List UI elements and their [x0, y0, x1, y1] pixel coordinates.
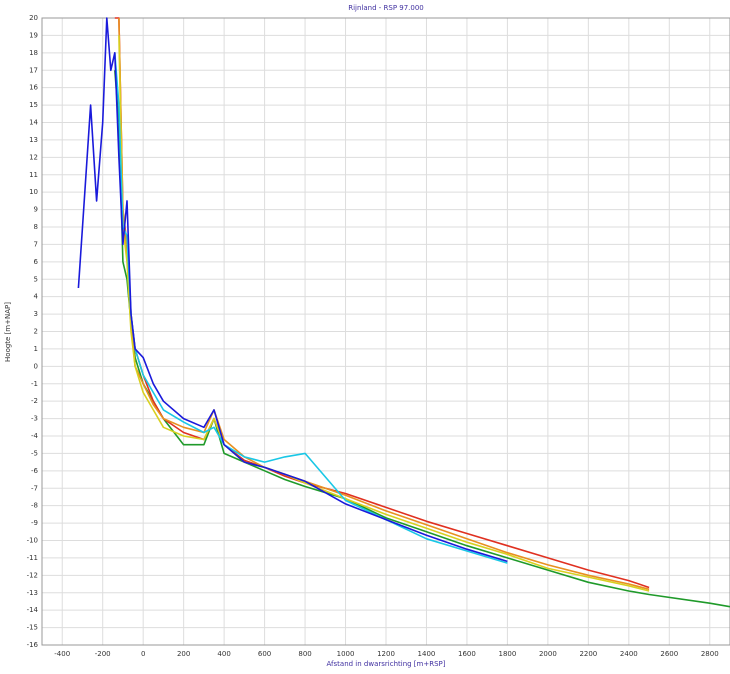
x-tick-label: 2400 — [620, 650, 638, 658]
y-tick-label: -8 — [31, 502, 38, 510]
y-tick-label: 12 — [29, 153, 38, 161]
y-tick-label: -10 — [27, 537, 38, 545]
x-tick-label: 2200 — [579, 650, 597, 658]
y-tick-label: -7 — [31, 484, 38, 492]
x-tick-label: -400 — [54, 650, 70, 658]
y-tick-label: 7 — [34, 240, 38, 248]
y-tick-label: 11 — [29, 171, 38, 179]
y-tick-label: 10 — [29, 188, 38, 196]
x-tick-label: 600 — [258, 650, 271, 658]
x-tick-label: 0 — [141, 650, 145, 658]
y-tick-label: -6 — [31, 467, 39, 475]
y-tick-label: -11 — [27, 554, 38, 562]
y-tick-label: 14 — [29, 119, 38, 127]
y-tick-label: -13 — [27, 589, 38, 597]
y-tick-label: -16 — [27, 641, 39, 649]
y-tick-label: -2 — [31, 397, 38, 405]
y-tick-label: 17 — [29, 66, 38, 74]
y-tick-label: -12 — [27, 571, 38, 579]
y-axis-label: Hoogte [m+NAP] — [4, 302, 12, 362]
series-line — [114, 17, 650, 589]
y-tick-label: -9 — [31, 519, 38, 527]
series-line — [114, 52, 508, 564]
x-axis-label: Afstand in dwarsrichting [m+RSP] — [327, 660, 446, 668]
y-tick-label: 13 — [29, 136, 38, 144]
y-tick-label: 19 — [29, 31, 38, 39]
y-tick-label: 9 — [34, 206, 38, 214]
x-tick-label: 2000 — [539, 650, 557, 658]
x-tick-label: 2800 — [701, 650, 719, 658]
y-tick-label: 1 — [34, 345, 38, 353]
y-tick-label: 8 — [34, 223, 38, 231]
x-tick-label: -200 — [95, 650, 111, 658]
x-tick-label: 1600 — [458, 650, 476, 658]
chart-title: Rijnland - RSP 97.000 — [348, 4, 424, 12]
y-tick-label: 3 — [34, 310, 38, 318]
x-tick-label: 2600 — [660, 650, 678, 658]
y-tick-label: -3 — [31, 415, 38, 423]
x-tick-label: 1000 — [337, 650, 355, 658]
y-tick-label: 16 — [29, 84, 38, 92]
y-tick-label: 15 — [29, 101, 38, 109]
x-tick-label: 1200 — [377, 650, 395, 658]
y-tick-label: 5 — [34, 275, 38, 283]
series-line — [118, 35, 650, 592]
y-tick-label: 6 — [34, 258, 39, 266]
series-line — [118, 17, 650, 591]
y-tick-label: 2 — [34, 328, 38, 336]
series-line — [77, 17, 508, 563]
y-tick-label: 0 — [34, 362, 38, 370]
x-tick-label: 1400 — [418, 650, 436, 658]
y-tick-label: 4 — [34, 293, 39, 301]
y-tick-label: -5 — [31, 449, 38, 457]
y-tick-label: 20 — [29, 14, 38, 22]
y-tick-label: -4 — [31, 432, 39, 440]
y-tick-label: -14 — [27, 606, 39, 614]
x-tick-label: 400 — [217, 650, 230, 658]
y-tick-label: -1 — [31, 380, 38, 388]
x-tick-label: 1800 — [498, 650, 516, 658]
x-tick-label: 800 — [298, 650, 311, 658]
y-tick-label: 18 — [29, 49, 38, 57]
x-tick-label: 200 — [177, 650, 190, 658]
y-tick-label: -15 — [27, 624, 38, 632]
plot-frame — [41, 17, 730, 646]
